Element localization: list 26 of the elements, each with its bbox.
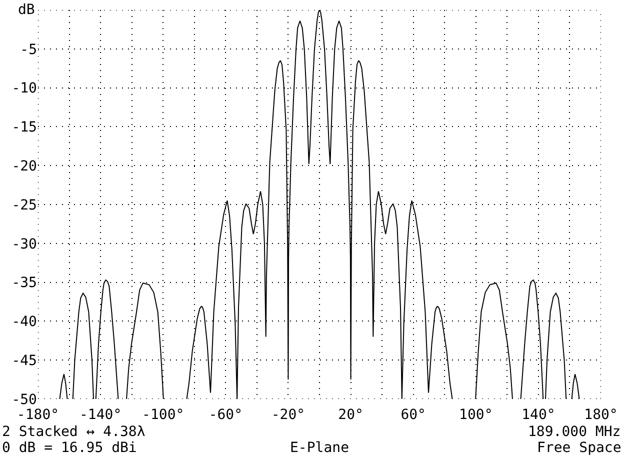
y-tick-label: -15 (12, 120, 37, 136)
x-tick-label: 100° (459, 407, 493, 423)
text: 2 Stacked ↔ 4.38λ (2, 424, 146, 440)
x-tick-label: -180° (16, 407, 60, 423)
y-tick-label: -50 (12, 392, 37, 408)
x-tick-label: 180° (584, 407, 618, 423)
y-tick-label: -10 (12, 80, 37, 97)
text: 0 dB = 16.95 dBi (2, 440, 137, 456)
text: 189.000 MHz (528, 424, 621, 440)
y-tick-label: -20 (12, 158, 37, 174)
x-tick-label: -20° (271, 407, 306, 423)
y-tick-label: -40 (12, 314, 37, 330)
y-tick-label: -5 (20, 42, 37, 58)
y-axis-title: dB (18, 2, 35, 18)
text: Free Space (537, 440, 622, 456)
x-tick-label: -140° (79, 407, 122, 423)
x-tick-label: 60° (400, 407, 426, 423)
x-tick-label: 140° (522, 407, 556, 423)
y-tick-label: -35 (12, 275, 37, 292)
x-tick-label: 20° (338, 407, 364, 423)
y-tick-label: -30 (12, 236, 37, 252)
x-tick-label: -60° (208, 407, 243, 423)
y-tick-label: -45 (12, 353, 37, 369)
x-tick-label: -100° (142, 407, 184, 423)
text: E-Plane (290, 440, 350, 456)
y-tick-label: -25 (12, 197, 37, 214)
